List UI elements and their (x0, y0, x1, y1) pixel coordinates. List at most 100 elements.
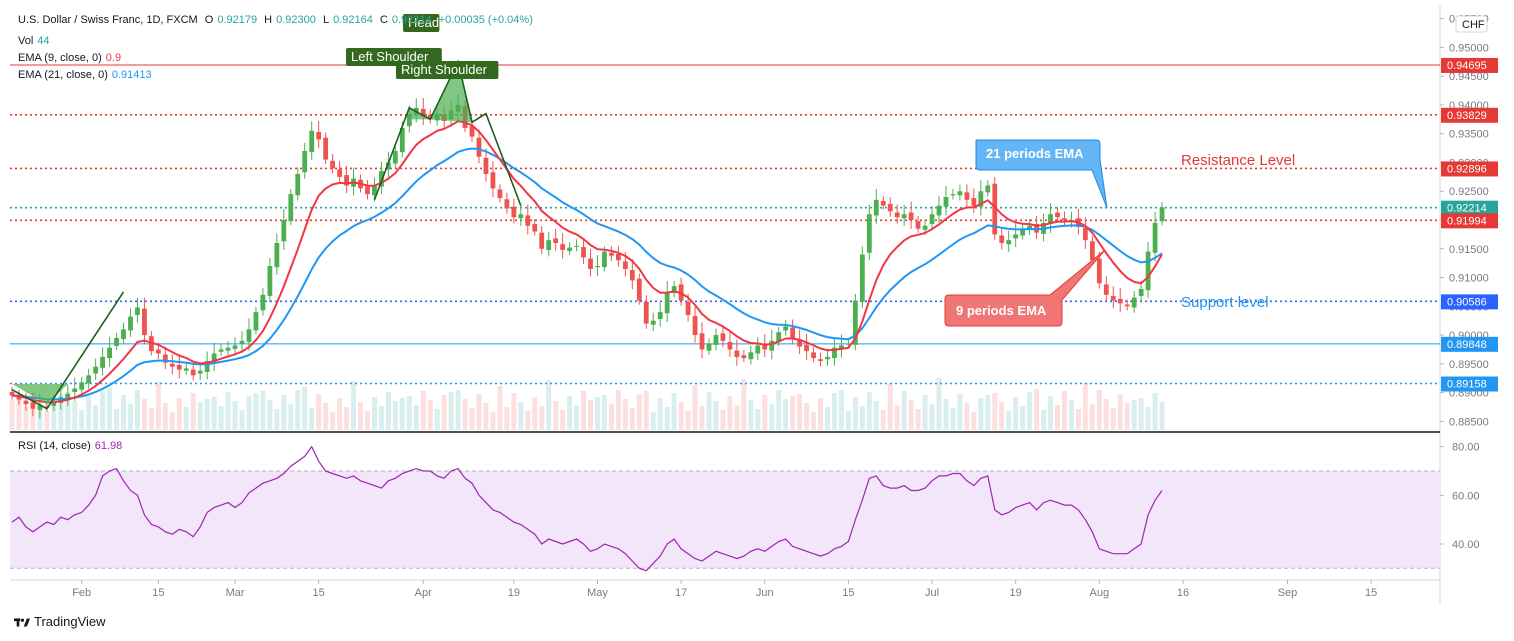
tradingview-footer[interactable]: TradingView (14, 614, 106, 629)
volume-value: 44 (37, 35, 50, 47)
candle-body (657, 312, 663, 319)
ema9-callout-label: 9 periods EMA (956, 303, 1047, 318)
candle-body (943, 196, 949, 207)
volume-bar (1061, 391, 1067, 430)
candle-body (497, 189, 503, 199)
candle-body (44, 406, 50, 408)
ema21-line (11, 147, 1163, 401)
low-label: L (322, 14, 330, 26)
volume-bar (922, 395, 928, 430)
price-level-badge (1441, 107, 1498, 123)
volume-bar (1048, 396, 1054, 430)
candle-body (225, 347, 231, 351)
volume-bar (148, 408, 154, 430)
candle-body (162, 354, 168, 363)
candle-body (142, 308, 147, 336)
candle-body (100, 356, 106, 368)
candle-body (504, 199, 510, 209)
currency-label: CHF (1462, 19, 1485, 31)
candle-body (1138, 289, 1144, 296)
volume-bar (469, 408, 475, 430)
ema21-value: 0.91413 (111, 69, 152, 81)
volume-bar (783, 399, 789, 430)
volume-bar (769, 404, 775, 430)
candle-body (636, 278, 642, 301)
volume-bar (260, 391, 266, 430)
time-tick-label: Jun (756, 587, 774, 599)
volume-bar (727, 396, 733, 430)
right-shoulder-label: Right Shoulder (401, 62, 488, 77)
volume-bar (1159, 402, 1165, 430)
volume-bar (1089, 404, 1095, 430)
price-level-badge (1441, 57, 1498, 73)
price-tick-label: 0.91500 (1449, 244, 1489, 256)
volume-bar (1138, 398, 1144, 430)
volume-bar (309, 408, 315, 430)
candle-body (553, 238, 559, 244)
candle-body (595, 266, 600, 268)
time-tick-label: Sep (1278, 587, 1298, 599)
volume-bar (9, 400, 15, 430)
tradingview-logo-icon (14, 617, 30, 626)
change-value: +0.00035 (+0.04%) (438, 14, 533, 26)
time-tick-label: 15 (313, 587, 325, 599)
time-tick-label: 15 (842, 587, 854, 599)
volume-bar (58, 394, 64, 430)
volume-bar (51, 397, 57, 430)
candle-body (1048, 214, 1053, 225)
volume-bar (804, 403, 810, 430)
time-tick-label: 16 (1177, 587, 1189, 599)
volume-bar (23, 407, 29, 430)
volume-bar (811, 412, 817, 430)
candle-body (1013, 234, 1019, 239)
uptrend-line (11, 291, 125, 410)
volume-bar (183, 407, 189, 430)
volume-bar (1152, 393, 1158, 430)
price-level-label: 0.89848 (1447, 339, 1487, 351)
candle-body (734, 350, 740, 357)
candle-body (769, 340, 775, 351)
time-tick-label: 19 (1010, 587, 1022, 599)
volume-bar (901, 391, 907, 430)
candle-body (908, 212, 914, 220)
volume-bar (337, 398, 343, 430)
volume-bar (581, 391, 587, 430)
candle-body (1131, 297, 1137, 308)
candle-body (546, 240, 552, 250)
candle-body (727, 341, 733, 350)
candle-body (379, 171, 384, 187)
time-tick-label: Feb (72, 587, 91, 599)
candle-body (323, 137, 329, 160)
volume-bar (16, 398, 22, 430)
volume-bar (358, 402, 363, 430)
candle-body (574, 245, 579, 247)
candle-body (253, 312, 259, 331)
candle-body (1145, 251, 1151, 291)
ema9-value: 0.9 (105, 52, 122, 64)
candle-body (720, 333, 726, 341)
ema9-label: EMA (9, close, 0) (18, 52, 102, 64)
volume-bar (1145, 407, 1151, 430)
volume-bar (295, 390, 301, 430)
candle-body (1062, 218, 1067, 220)
tradingview-brand: TradingView (34, 614, 106, 629)
volume-bar (887, 384, 893, 430)
volume-bar (831, 393, 837, 430)
volume-bar (330, 412, 336, 430)
volume-bar (351, 381, 357, 430)
candle-body (190, 369, 196, 376)
price-level-label: 0.90586 (1447, 296, 1487, 308)
volume-bar (392, 401, 398, 430)
candle-body (1103, 284, 1109, 295)
volume-bar (588, 400, 594, 430)
volume-bar (971, 412, 977, 430)
candle-body (365, 186, 370, 195)
candle-body (567, 247, 572, 252)
volume-bar (650, 412, 656, 430)
volume-bar (957, 394, 963, 430)
candle-body (1006, 240, 1012, 245)
head-shoulders-pattern (373, 59, 522, 206)
volume-bar (601, 395, 607, 430)
low-value: 0.92164 (333, 14, 373, 26)
